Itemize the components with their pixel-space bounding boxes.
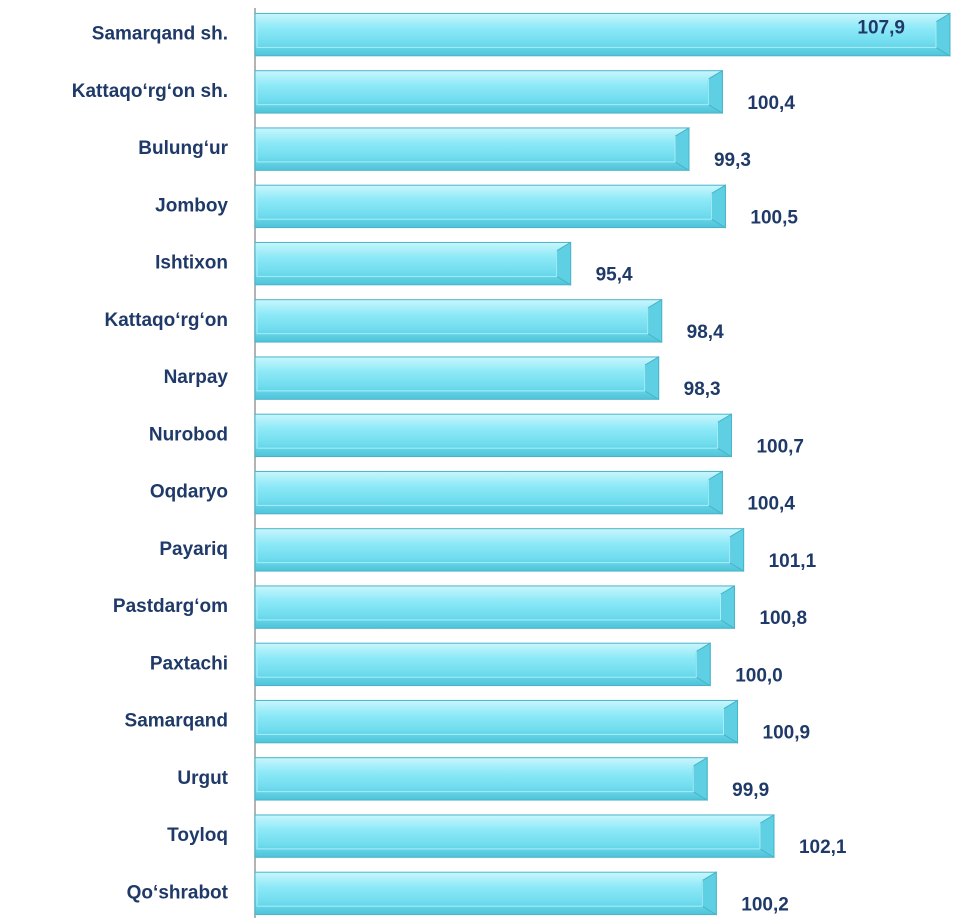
bar-inner: [256, 651, 697, 678]
category-label: Jomboy: [155, 195, 228, 216]
bar: [254, 70, 723, 114]
value-label: 99,9: [732, 780, 769, 801]
bar: [254, 585, 735, 629]
bar-inner: [256, 250, 558, 277]
value-label: 100,9: [763, 723, 811, 744]
bar-inner: [256, 78, 709, 106]
value-label: 100,4: [747, 93, 795, 114]
category-label: Samarqand: [125, 711, 228, 732]
value-label: 95,4: [596, 265, 633, 286]
bar-inner: [256, 593, 721, 621]
value-label: 100,8: [759, 608, 807, 629]
bar-inner: [256, 21, 937, 48]
value-label: 100,4: [747, 494, 795, 515]
value-label: 100,5: [750, 207, 798, 228]
bar: [254, 642, 711, 687]
category-label: Kattaqo‘rg‘on: [105, 310, 229, 331]
bar: [254, 470, 723, 515]
category-label: Oqdaryo: [150, 482, 228, 503]
value-label: 107,9: [857, 18, 905, 39]
category-label: Bulung‘ur: [138, 138, 228, 159]
value-label: 100,2: [741, 894, 789, 915]
bar: [254, 299, 663, 343]
bar-inner: [256, 880, 703, 907]
bar-inner: [256, 193, 712, 220]
value-label: 100,0: [735, 665, 783, 686]
value-label: 102,1: [799, 837, 847, 858]
bar-inner: [256, 307, 649, 335]
category-label: Kattaqo‘rg‘on sh.: [72, 81, 228, 102]
bar: [254, 814, 775, 858]
category-label: Paxtachi: [150, 653, 228, 674]
bar-inner: [256, 765, 694, 793]
category-label: Payariq: [159, 539, 228, 560]
bar: [254, 12, 951, 57]
bar: [254, 127, 690, 171]
bar-inner: [256, 422, 718, 449]
bar: [254, 413, 732, 458]
bar: [254, 757, 708, 801]
bar-inner: [256, 708, 725, 735]
bar-inner: [256, 479, 709, 506]
bar: [254, 356, 660, 400]
category-label: Qo‘shrabot: [127, 882, 229, 903]
bar: [254, 184, 726, 229]
bar-inner: [256, 135, 676, 163]
category-label: Samarqand sh.: [92, 24, 228, 45]
bar-inner: [256, 364, 646, 392]
category-label: Narpay: [164, 367, 229, 388]
value-label: 98,4: [687, 322, 724, 343]
value-label: 100,7: [756, 436, 804, 457]
bar: [254, 699, 739, 744]
category-label: Urgut: [177, 768, 228, 789]
bar-inner: [256, 822, 761, 850]
value-label: 99,3: [714, 150, 751, 171]
value-label: 98,3: [684, 379, 721, 400]
value-label: 101,1: [769, 551, 817, 572]
category-label: Pastdarg‘om: [113, 596, 228, 617]
bar: [254, 528, 745, 572]
bar: [254, 871, 717, 916]
bar-inner: [256, 536, 731, 564]
category-label: Ishtixon: [155, 253, 228, 274]
category-label: Toyloq: [167, 825, 228, 846]
bar: [254, 241, 572, 286]
category-label: Nurobod: [149, 424, 228, 445]
